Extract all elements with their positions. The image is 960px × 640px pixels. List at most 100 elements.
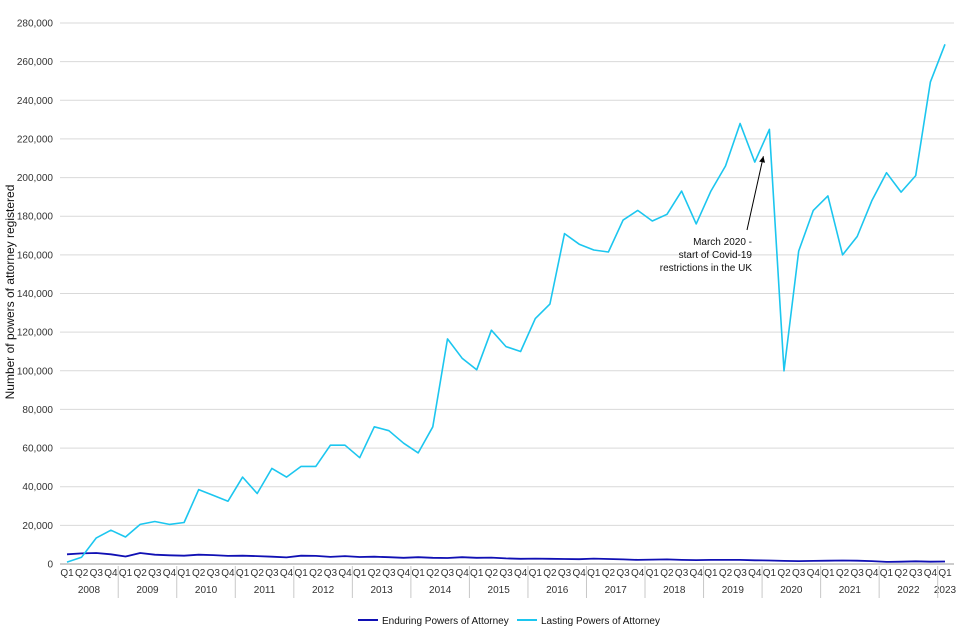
y-tick-label: 20,000: [22, 521, 53, 532]
x-tick-label: Q2: [133, 568, 147, 579]
year-label: 2018: [663, 585, 686, 596]
x-tick-label: Q3: [675, 568, 689, 579]
x-tick-label: Q1: [821, 568, 835, 579]
x-tick-label: Q2: [602, 568, 616, 579]
y-tick-label: 180,000: [17, 212, 54, 223]
x-tick-label: Q3: [441, 568, 455, 579]
x-tick-label: Q4: [163, 568, 177, 579]
covid-annotation: March 2020 - start of Covid-19 restriction…: [660, 156, 766, 274]
x-tick-label: Q1: [177, 568, 191, 579]
x-tick-label: Q2: [426, 568, 440, 579]
annotation-arrow: [746, 156, 764, 231]
year-label: 2014: [429, 585, 452, 596]
x-tick-label: Q1: [60, 568, 74, 579]
x-tick-label: Q4: [338, 568, 352, 579]
x-tick-label: Q3: [499, 568, 513, 579]
x-tick-label: Q3: [909, 568, 923, 579]
year-label: 2016: [546, 585, 569, 596]
annotation-arrowhead: [759, 156, 766, 163]
y-tick-label: 200,000: [17, 173, 54, 184]
x-tick-label: Q1: [646, 568, 660, 579]
year-labels: 2008 2009 2010 2011 2012 2013 2014 2015 2016 2017…: [78, 566, 957, 598]
y-tick-label: 160,000: [17, 250, 54, 261]
x-tick-label: Q4: [514, 568, 528, 579]
x-tick-label: Q3: [90, 568, 104, 579]
y-axis-ticks: 0 20,000 40,000 60,000 80,000 100,000 120,000 1…: [17, 19, 54, 571]
x-tick-label: Q3: [733, 568, 747, 579]
x-tick-label: Q3: [382, 568, 396, 579]
gridlines: [60, 22, 954, 565]
x-tick-label: Q4: [455, 568, 469, 579]
y-tick-label: 100,000: [17, 366, 54, 377]
y-tick-label: 80,000: [22, 405, 53, 416]
x-tick-label: Q3: [558, 568, 572, 579]
x-tick-label: Q4: [221, 568, 235, 579]
year-label: 2011: [254, 585, 276, 596]
x-tick-label: Q2: [368, 568, 382, 579]
x-tick-label: Q1: [938, 568, 952, 579]
x-tick-label: Q4: [924, 568, 938, 579]
year-label: 2019: [722, 585, 745, 596]
x-tick-label: Q1: [119, 568, 133, 579]
x-tick-label: Q2: [894, 568, 908, 579]
annotation-text: start of Covid-19: [679, 250, 753, 261]
x-tick-label: Q4: [572, 568, 586, 579]
x-tick-label: Q3: [616, 568, 630, 579]
legend-label: Enduring Powers of Attorney: [382, 616, 509, 627]
x-tick-label: Q1: [704, 568, 718, 579]
x-tick-label: Q2: [836, 568, 850, 579]
x-tick-label: Q3: [851, 568, 865, 579]
x-tick-label: Q2: [309, 568, 323, 579]
legend: Enduring Powers of Attorney Lasting Power…: [358, 616, 660, 627]
y-axis-title: Number of powers of attorney registered: [3, 185, 17, 400]
x-tick-label: Q4: [397, 568, 411, 579]
x-tick-label: Q1: [353, 568, 367, 579]
x-tick-label: Q3: [207, 568, 221, 579]
x-tick-label: Q1: [880, 568, 894, 579]
year-label: 2017: [605, 585, 628, 596]
x-tick-label: Q4: [807, 568, 821, 579]
x-tick-label: Q4: [748, 568, 762, 579]
x-tick-label: Q4: [104, 568, 118, 579]
x-tick-label: Q4: [631, 568, 645, 579]
x-tick-label: Q4: [690, 568, 704, 579]
year-label: 2020: [780, 585, 803, 596]
annotation-text: restrictions in the UK: [660, 263, 753, 274]
x-tick-label: Q2: [251, 568, 265, 579]
year-label: 2008: [78, 585, 101, 596]
y-tick-label: 40,000: [22, 482, 53, 493]
y-tick-label: 140,000: [17, 289, 54, 300]
x-axis-ticks: Q1 Q2 Q3 Q4 Q1 Q2 Q3 Q4 Q1 Q2 Q3 Q4 Q1 Q2 Q3 Q4 Q1 Q2 Q3 Q4…: [60, 568, 952, 579]
series-lines: [66, 44, 946, 563]
x-tick-label: Q1: [763, 568, 777, 579]
annotation-text: March 2020 -: [693, 237, 752, 248]
x-tick-label: Q2: [192, 568, 206, 579]
y-tick-label: 60,000: [22, 444, 53, 455]
x-tick-label: Q1: [587, 568, 601, 579]
legend-label: Lasting Powers of Attorney: [541, 616, 660, 627]
year-label: 2012: [312, 585, 335, 596]
x-tick-label: Q4: [865, 568, 879, 579]
x-tick-label: Q1: [236, 568, 250, 579]
year-label: 2022: [897, 585, 920, 596]
y-tick-label: 280,000: [17, 19, 54, 30]
x-tick-label: Q2: [75, 568, 89, 579]
year-label: 2009: [136, 585, 159, 596]
series-line: [66, 552, 946, 563]
x-tick-label: Q2: [485, 568, 499, 579]
x-tick-label: Q1: [529, 568, 543, 579]
series-line: [66, 44, 946, 563]
x-tick-label: Q2: [719, 568, 733, 579]
x-tick-label: Q2: [543, 568, 557, 579]
year-label: 2023: [934, 585, 957, 596]
x-tick-label: Q2: [777, 568, 791, 579]
x-tick-label: Q3: [792, 568, 806, 579]
x-tick-label: Q1: [294, 568, 308, 579]
y-tick-label: 240,000: [17, 96, 54, 107]
y-tick-label: 0: [47, 560, 53, 571]
x-tick-label: Q3: [148, 568, 162, 579]
y-tick-label: 120,000: [17, 328, 54, 339]
y-tick-label: 220,000: [17, 134, 54, 145]
year-label: 2021: [839, 585, 862, 596]
